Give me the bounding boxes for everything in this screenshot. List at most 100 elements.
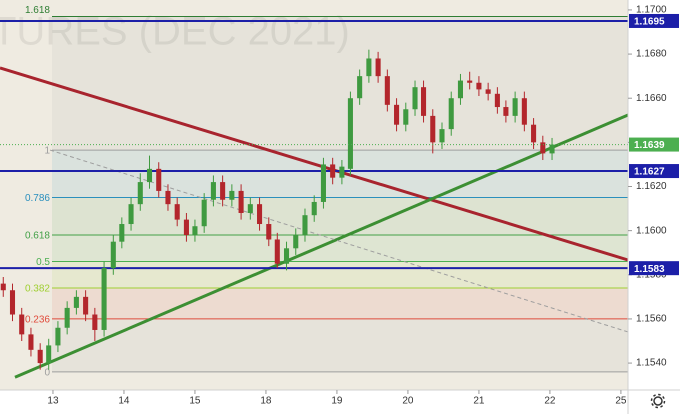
candle-body: [238, 190, 244, 213]
x-tick-label: 22: [544, 396, 556, 407]
x-tick-label: 18: [260, 396, 272, 407]
candle-body: [201, 199, 207, 227]
level-tag: [629, 13, 679, 28]
candle-body: [174, 204, 180, 220]
x-tick-label: 14: [118, 396, 130, 407]
candle-body: [165, 190, 171, 205]
candle-body: [156, 168, 162, 191]
fib-band: [52, 197, 628, 236]
candle-body: [210, 182, 216, 200]
candle-body: [394, 104, 400, 125]
candle-body: [220, 182, 226, 200]
candle-body: [274, 239, 280, 264]
candle-body: [320, 164, 326, 202]
last-price-tag: [629, 137, 679, 152]
candle-body: [339, 166, 345, 178]
candle-body: [457, 80, 463, 99]
candle-body: [101, 268, 107, 330]
candle-body: [357, 76, 363, 99]
fib-label: 0.382: [25, 284, 50, 295]
candle-body: [0, 283, 6, 291]
candle-body: [28, 334, 34, 350]
fib-band: [52, 261, 628, 289]
candle-body: [229, 190, 235, 200]
level-tag: [629, 261, 679, 276]
candle-body: [311, 201, 317, 216]
candle-body: [384, 76, 390, 105]
candle-body: [257, 204, 263, 225]
candle-body: [330, 164, 336, 178]
fib-band: [52, 318, 628, 372]
candle-body: [540, 142, 546, 154]
candle-body: [549, 144, 555, 154]
time-axis: [0, 390, 628, 414]
fib-label: 0: [44, 368, 50, 379]
x-tick-label: 19: [331, 396, 343, 407]
fib-label: 0.618: [25, 231, 50, 242]
trend-line: [14, 113, 629, 379]
candle-body: [302, 215, 308, 236]
price-axis: [628, 0, 680, 414]
candle-body: [430, 115, 436, 143]
candle-body: [293, 235, 299, 249]
x-tick-label: 15: [189, 396, 201, 407]
last-price-label: 1.1639: [634, 140, 665, 151]
trend-line: [0, 66, 629, 262]
y-tick-label: 1.1700: [636, 5, 667, 16]
level-tag-label: 1.1583: [634, 264, 665, 275]
candle-body: [73, 296, 79, 308]
candle-body: [512, 98, 518, 116]
y-tick-label: 1.1540: [636, 358, 667, 369]
level-tag-label: 1.1695: [634, 17, 665, 28]
x-tick-label: 21: [473, 396, 485, 407]
fib-label: 0.236: [25, 315, 50, 326]
fib-band: [52, 288, 628, 319]
candle-body: [119, 224, 125, 242]
candle-body: [503, 107, 509, 116]
fib-bands: [52, 16, 628, 372]
candle-body: [92, 314, 98, 330]
candle-body: [183, 219, 189, 236]
candle-body: [55, 327, 61, 346]
axes: 1.15401.15601.15801.16001.16201.16401.16…: [47, 5, 679, 407]
fib-label: 1: [44, 146, 50, 157]
y-tick-label: 1.1680: [636, 49, 667, 60]
candle-body: [476, 82, 482, 90]
fib-label: 0.786: [25, 193, 50, 204]
candle-body: [347, 98, 353, 169]
candle-body: [375, 58, 381, 77]
candle-body: [467, 80, 473, 83]
candle-body: [64, 307, 70, 328]
candle-body: [266, 224, 272, 240]
candle-body: [421, 87, 427, 116]
candle-body: [521, 98, 527, 125]
candle-body: [128, 204, 134, 225]
y-tick-label: 1.1600: [636, 225, 667, 236]
candle-body: [137, 182, 143, 205]
y-tick-label: 1.1620: [636, 181, 667, 192]
marks: [0, 19, 629, 379]
candle-body: [439, 129, 445, 143]
candle-body: [448, 98, 454, 130]
candle-body: [192, 226, 198, 236]
fib-label: 1.618: [25, 5, 50, 16]
y-tick-label: 1.1660: [636, 93, 667, 104]
level-tag: [629, 164, 679, 179]
candle-body: [531, 124, 537, 143]
candle-body: [283, 248, 290, 264]
x-tick-label: 20: [402, 396, 414, 407]
level-tag-label: 1.1627: [634, 167, 665, 178]
grid: 1.618 1 0.786 0.618 0.5 0.382 0.236 0: [25, 5, 628, 379]
candle-body: [19, 314, 25, 335]
candle-body: [485, 89, 491, 94]
y-tick-label: 1.1560: [636, 314, 667, 325]
candle-body: [146, 168, 153, 183]
settings-icon[interactable]: [650, 393, 666, 409]
x-tick-label: 25: [615, 396, 627, 407]
candle-body: [494, 93, 500, 108]
candle-body: [366, 58, 372, 77]
candle-body: [412, 87, 418, 110]
trend-line: [49, 149, 629, 333]
